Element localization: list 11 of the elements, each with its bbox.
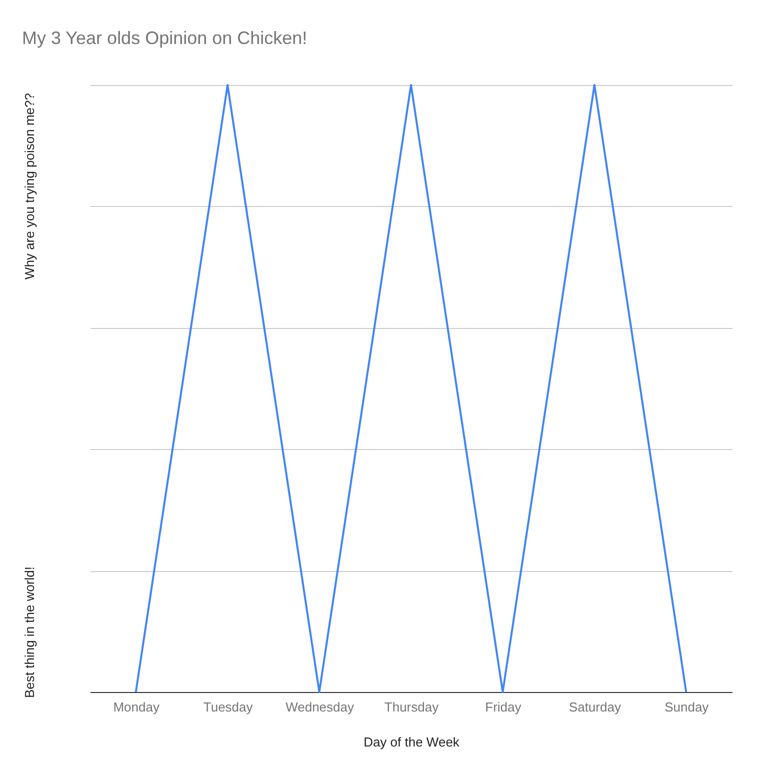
text: Best thing in the world! [22, 566, 37, 698]
x-tick-label: Friday [485, 700, 522, 714]
x-tick-label: Saturday [568, 700, 622, 714]
text: Why are you trying poison me?? [22, 93, 37, 280]
x-axis-title: Day of the Week [364, 734, 460, 750]
chart-title: My 3 Year olds Opinion on Chicken! [22, 28, 308, 48]
x-tick-label: Wednesday [286, 700, 354, 714]
x-tick-label: Thursday [384, 700, 440, 714]
x-tick-label: Tuesday [203, 700, 254, 714]
x-tick-label: Sunday [664, 700, 710, 714]
x-tick-label: Monday [113, 700, 160, 714]
